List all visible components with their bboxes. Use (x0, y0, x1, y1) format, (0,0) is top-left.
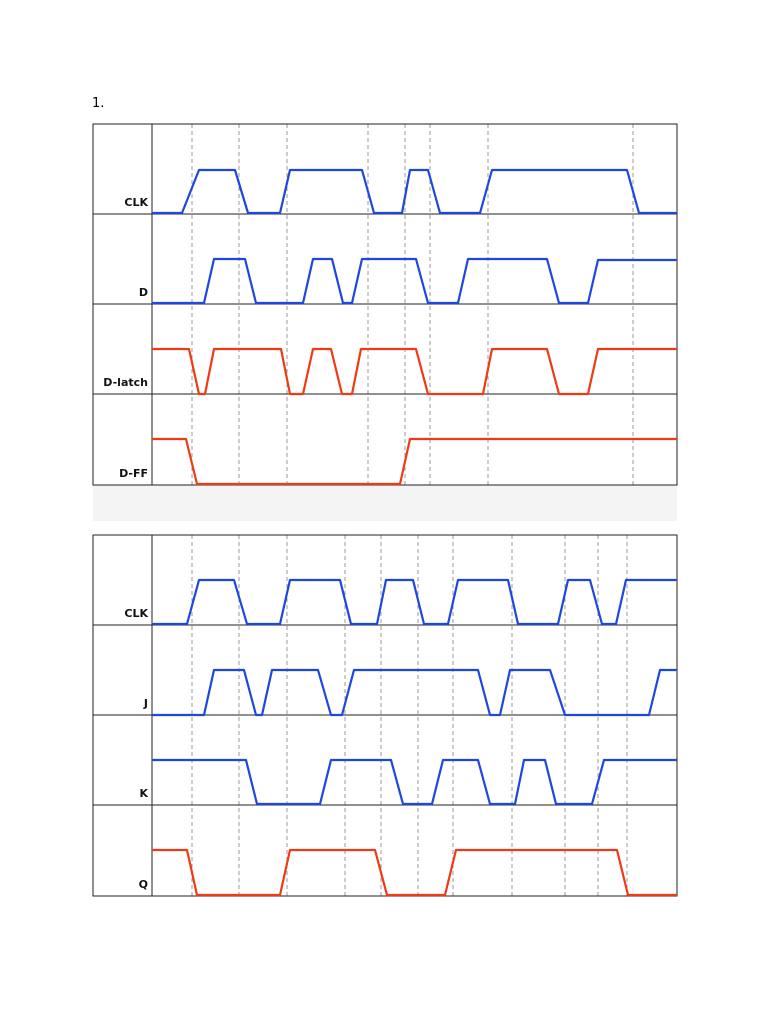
signal-label: D (139, 286, 148, 299)
timing-diagram: CLK J K Q (92, 534, 678, 897)
signal-label: D-FF (119, 467, 148, 480)
signal-label: CLK (124, 607, 148, 620)
waveform (152, 168, 677, 215)
signal-label: K (139, 787, 148, 800)
heading: 1. (92, 96, 104, 111)
waveform (152, 578, 677, 626)
signal-label: CLK (124, 196, 148, 209)
signal-label: Q (139, 878, 148, 891)
waveform (152, 437, 677, 486)
waveform (152, 668, 677, 717)
waveform (152, 347, 677, 396)
waveform (152, 848, 677, 897)
waveform (152, 257, 677, 305)
signal-label: J (143, 697, 148, 710)
waveform (152, 758, 677, 806)
signal-label: D-latch (103, 376, 148, 389)
timing-diagram: CLK D D-latch D-FF (92, 123, 678, 521)
shadow-band (93, 485, 677, 521)
